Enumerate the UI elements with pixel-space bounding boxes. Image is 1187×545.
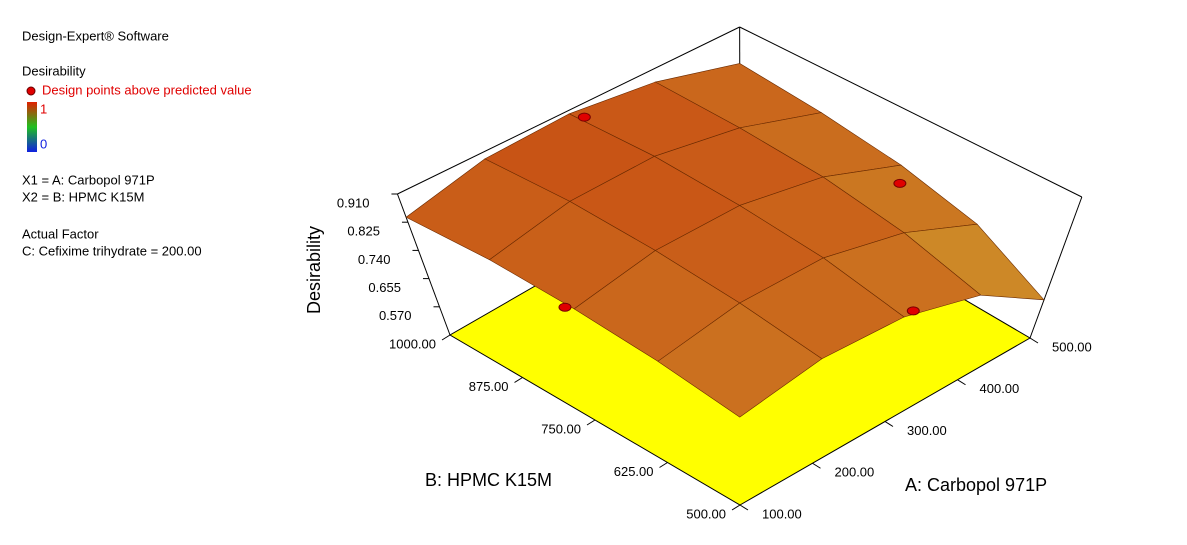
x-tick (884, 421, 894, 427)
y-tick-label: 500.00 (686, 506, 726, 521)
design-point (906, 306, 920, 316)
y-tick (441, 334, 451, 341)
surface-patch (657, 302, 823, 418)
y-axis-title: B: HPMC K15M (425, 470, 552, 490)
y-tick-label: 750.00 (541, 421, 581, 436)
z-tick-label: 0.570 (379, 308, 412, 323)
x-tick-label: 100.00 (762, 506, 802, 521)
x-tick-label: 400.00 (980, 381, 1020, 396)
factor: X2 = B: HPMC K15M (22, 189, 144, 204)
colorbar-min: 0 (40, 136, 47, 151)
y-tick-label: 625.00 (614, 464, 654, 479)
colorbar-max: 1 (40, 101, 47, 116)
z-tick-label: 0.910 (337, 195, 370, 210)
design-point (558, 302, 572, 312)
z-tick-label: 0.825 (347, 224, 380, 239)
x-axis-title: A: Carbopol 971P (905, 475, 1047, 495)
z-tick-label: 0.655 (368, 280, 401, 295)
factor: X1 = A: Carbopol 971P (22, 172, 155, 187)
x-tick (739, 504, 749, 511)
y-tick-label: 1000.00 (389, 336, 436, 351)
x-tick (1029, 337, 1039, 344)
legend-marker (26, 86, 36, 96)
legend-entry: Design points above predicted value (42, 82, 252, 97)
x-tick-label: 200.00 (835, 465, 875, 480)
x-tick-label: 500.00 (1052, 339, 1092, 354)
y-tick (514, 377, 523, 383)
y-tick (659, 462, 668, 468)
x-tick-label: 300.00 (907, 423, 947, 438)
y-tick (586, 419, 596, 426)
y-tick-label: 875.00 (469, 379, 509, 394)
z-tick-label: 0.740 (358, 252, 391, 267)
box-edge (739, 26, 1083, 198)
box-edge (397, 26, 740, 195)
design-point (577, 112, 591, 122)
z-axis-title: Desirability (304, 226, 324, 314)
design-point (893, 178, 907, 188)
legend-title: Desirability (22, 63, 86, 78)
x-tick (812, 462, 821, 469)
actual-factor-heading: Actual Factor (22, 226, 99, 241)
x-tick (957, 379, 966, 386)
actual-factor: C: Cefixime trihydrate = 200.00 (22, 243, 202, 258)
y-tick (731, 504, 741, 511)
box-edge (1029, 196, 1083, 339)
software: Design-Expert® Software (22, 28, 169, 43)
colorbar (27, 102, 37, 152)
